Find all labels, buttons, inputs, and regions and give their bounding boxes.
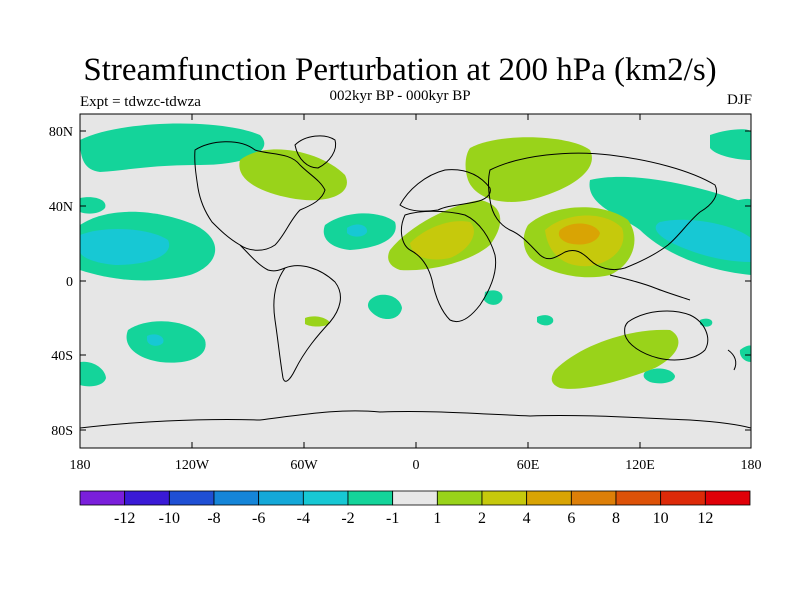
anomaly-south-indian bbox=[643, 368, 675, 384]
colorbar-swatch bbox=[704, 490, 751, 506]
coast-antarctica bbox=[80, 410, 751, 429]
colorbar-label: -8 bbox=[207, 510, 220, 527]
lon-label: 120W bbox=[175, 458, 210, 473]
anomaly-south-atlantic bbox=[367, 294, 402, 320]
colorbar-swatch bbox=[570, 490, 617, 506]
colorbar-swatch bbox=[168, 490, 215, 506]
lat-label: 40N bbox=[49, 200, 73, 215]
longitude-labels: 180 120W 60W 0 60E 120E 180 bbox=[70, 458, 762, 473]
anomaly-south-pacific bbox=[126, 321, 206, 363]
map-title: Streamfunction Perturbation at 200 hPa (… bbox=[83, 52, 717, 88]
anomaly-indian-ocean bbox=[537, 315, 554, 326]
coastlines bbox=[80, 135, 751, 429]
colorbar-label: 6 bbox=[567, 510, 575, 527]
colorbar-label: -12 bbox=[114, 510, 135, 527]
colorbar-label: 1 bbox=[433, 510, 441, 527]
colorbar-swatch bbox=[79, 490, 126, 506]
lon-label: 120E bbox=[625, 458, 655, 473]
coast-australia bbox=[624, 310, 709, 361]
core-south-pacific bbox=[147, 334, 164, 346]
coast-africa bbox=[400, 210, 497, 323]
season-label: DJF bbox=[726, 92, 752, 108]
lat-label: 80S bbox=[51, 424, 73, 439]
coast-new-zealand bbox=[727, 349, 737, 371]
latitude-labels: 80N 40N 0 40S 80S bbox=[49, 125, 73, 439]
lon-label: 180 bbox=[70, 458, 91, 473]
core-north-pacific bbox=[655, 219, 751, 262]
lat-label: 40S bbox=[51, 349, 73, 364]
colorbar bbox=[79, 490, 751, 506]
colorbar-swatch bbox=[392, 490, 438, 506]
colorbar-label: 12 bbox=[697, 510, 713, 527]
lon-label: 60E bbox=[517, 458, 540, 473]
anomaly-south-pacific-east bbox=[551, 329, 679, 389]
anomaly-east-edge-40n bbox=[725, 198, 751, 216]
coast-north-america bbox=[194, 141, 326, 251]
colorbar-swatch bbox=[302, 490, 349, 506]
colorbar-label: 4 bbox=[523, 510, 531, 527]
anomaly-south-atlantic-small bbox=[305, 316, 330, 327]
anomaly-tasman bbox=[700, 318, 713, 327]
lat-label: 80N bbox=[49, 125, 73, 140]
colorbar-label: -4 bbox=[297, 510, 310, 527]
core-east-pacific bbox=[80, 228, 170, 265]
positive-strong-cores bbox=[558, 223, 600, 245]
colorbar-label: 2 bbox=[478, 510, 486, 527]
anomaly-north-pacific-arctic bbox=[80, 123, 265, 172]
lon-label: 0 bbox=[413, 458, 420, 473]
anomaly-contours bbox=[80, 123, 751, 429]
lon-label: 180 bbox=[741, 458, 762, 473]
strong-negative-cores bbox=[80, 219, 751, 346]
latitude-ticks bbox=[80, 130, 751, 431]
anomaly-far-east-arctic bbox=[710, 129, 751, 160]
colorbar-swatch bbox=[436, 490, 483, 506]
coast-greenland bbox=[294, 135, 337, 169]
colorbar-label: -2 bbox=[341, 510, 354, 527]
coast-south-america bbox=[273, 265, 341, 382]
colorbar-swatch bbox=[124, 490, 170, 506]
lat-label: 0 bbox=[66, 275, 73, 290]
longitude-ticks bbox=[79, 114, 752, 448]
lon-label: 60W bbox=[290, 458, 318, 473]
colorbar-swatch bbox=[213, 490, 260, 506]
coast-asia bbox=[488, 152, 717, 271]
colorbar-swatch bbox=[481, 490, 528, 506]
colorbar-swatch bbox=[526, 490, 572, 506]
anomaly-north-america bbox=[239, 149, 347, 201]
map-background bbox=[80, 114, 751, 448]
anomaly-south-edge bbox=[80, 361, 106, 387]
colorbar-swatch bbox=[258, 490, 304, 506]
colorbar-label: 8 bbox=[612, 510, 620, 527]
colorbar-labels: -12 -10 -8 -6 -4 -2 -1 1 2 4 6 8 10 12 bbox=[114, 510, 713, 527]
colorbar-swatch bbox=[615, 490, 662, 506]
colorbar-label: -6 bbox=[252, 510, 265, 527]
core-north-atlantic bbox=[347, 224, 368, 237]
map-subtitle: 002kyr BP - 000kyr BP bbox=[329, 88, 471, 104]
coast-maritime-continent bbox=[609, 274, 691, 301]
colorbar-label: 10 bbox=[653, 510, 669, 527]
coast-central-america bbox=[239, 244, 286, 272]
colorbar-label: -10 bbox=[159, 510, 180, 527]
anomaly-madagascar bbox=[484, 290, 503, 305]
anomaly-southern-ocean bbox=[739, 345, 751, 362]
anomaly-west-edge-40n bbox=[80, 197, 106, 214]
experiment-label: Expt = tdwzc-tdwza bbox=[80, 94, 201, 110]
coast-europe bbox=[399, 169, 491, 212]
colorbar-swatch bbox=[660, 490, 706, 506]
colorbar-swatch bbox=[347, 490, 394, 506]
colorbar-label: -1 bbox=[386, 510, 399, 527]
core-tibet bbox=[558, 223, 600, 245]
core-africa-atlantic bbox=[410, 221, 474, 260]
